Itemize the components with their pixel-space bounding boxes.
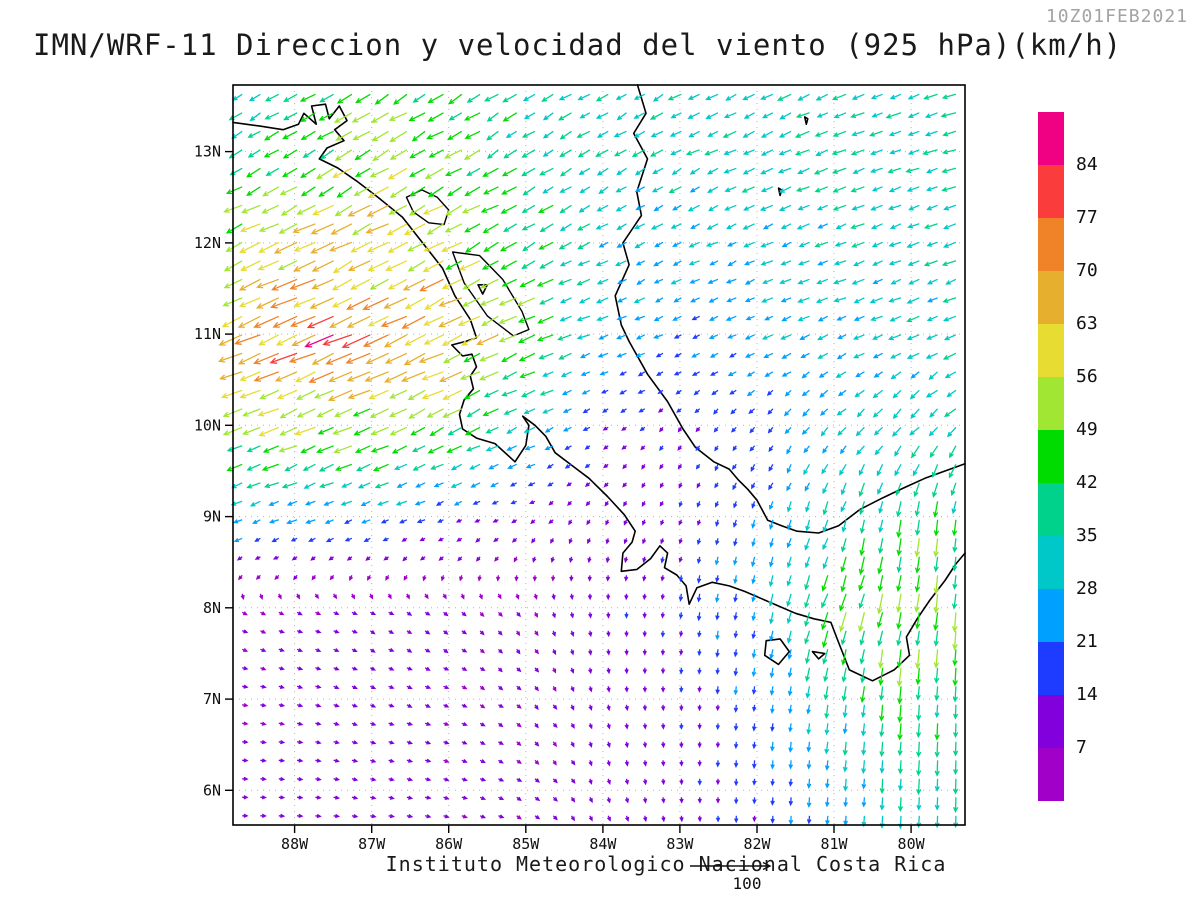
- colorbar-tick-label: 42: [1076, 472, 1098, 493]
- island-san-andres: [777, 187, 783, 197]
- colorbar-tick-label: 77: [1076, 207, 1098, 228]
- lat-label: 10N: [194, 416, 221, 434]
- colorbar-segment: [1038, 165, 1064, 218]
- colorbar-tick-label: 63: [1076, 313, 1098, 334]
- colorbar-segment: [1038, 748, 1064, 801]
- colorbar-segment: [1038, 695, 1064, 748]
- lon-label: 85W: [512, 835, 540, 853]
- wind-vectors: [217, 204, 499, 402]
- colorbar-segment: [1038, 271, 1064, 324]
- chart-title: IMN/WRF-11 Direccion y velocidad del vie…: [33, 28, 1123, 62]
- coastline-caribbean-central-america: [614, 84, 966, 534]
- colorbar-tick-label: 84: [1076, 154, 1098, 175]
- colorbar-segment: [1038, 589, 1064, 642]
- lon-label: 81W: [820, 835, 848, 853]
- reference-vector-label: 100: [733, 874, 762, 893]
- colorbar: [1038, 112, 1064, 801]
- lon-label: 88W: [281, 835, 309, 853]
- wind-vectors: [269, 315, 371, 364]
- island-ometepe: [477, 284, 489, 295]
- colorbar-tick-label: 49: [1076, 419, 1098, 440]
- lat-label: 12N: [194, 234, 221, 252]
- lon-label: 87W: [358, 835, 386, 853]
- lat-label: 9N: [203, 508, 221, 526]
- wind-vectors: [236, 408, 757, 823]
- lat-label: 6N: [203, 781, 221, 799]
- colorbar-segment: [1038, 218, 1064, 271]
- lat-label: 11N: [194, 325, 221, 343]
- colorbar-tick-label: 28: [1076, 578, 1098, 599]
- wind-vectors: [226, 93, 959, 813]
- wind-vectors: [225, 93, 958, 741]
- island-cebaco: [811, 650, 826, 660]
- wind-vectors: [232, 186, 938, 826]
- island-coiba: [763, 638, 791, 666]
- valid-time-label: 10Z01FEB2021: [1045, 6, 1188, 27]
- colorbar-tick-label: 14: [1076, 684, 1098, 705]
- wind-vectors: [220, 167, 481, 437]
- wind-vectors: [304, 334, 334, 348]
- lat-label: 8N: [203, 599, 221, 617]
- colorbar-segment: [1038, 430, 1064, 483]
- lat-label: 7N: [203, 690, 221, 708]
- lon-label: 80W: [898, 835, 926, 853]
- wind-vectors: [222, 112, 958, 687]
- colorbar-segment: [1038, 324, 1064, 377]
- credit-text: Instituto Meteorologico Nacional Costa R…: [385, 852, 947, 876]
- lon-label: 84W: [589, 835, 617, 853]
- lake-nicaragua: [451, 251, 530, 337]
- colorbar-tick-label: 21: [1076, 631, 1098, 652]
- wind-vectors: [234, 278, 444, 383]
- colorbar-segment: [1038, 377, 1064, 430]
- colorbar-segment: [1038, 642, 1064, 695]
- colorbar-tick-label: 7: [1076, 737, 1087, 758]
- colorbar-segment: [1038, 536, 1064, 589]
- colorbar-tick-label: 35: [1076, 525, 1098, 546]
- coastline-pacific-central-america: [232, 103, 966, 682]
- map-frame: [232, 84, 966, 826]
- colorbar-tick-label: 70: [1076, 260, 1098, 281]
- wind-vectors: [238, 556, 557, 820]
- colorbar-segment: [1038, 483, 1064, 536]
- lon-label: 86W: [435, 835, 463, 853]
- wind-vectors: [230, 93, 959, 830]
- colorbar-segment: [1038, 112, 1064, 165]
- lake-managua: [405, 189, 450, 226]
- colorbar-tick-label: 56: [1076, 366, 1098, 387]
- lon-label: 83W: [666, 835, 694, 853]
- island-providencia: [803, 116, 809, 125]
- lon-label: 82W: [743, 835, 771, 853]
- wind-vectors: [254, 315, 812, 825]
- lat-label: 13N: [194, 143, 221, 161]
